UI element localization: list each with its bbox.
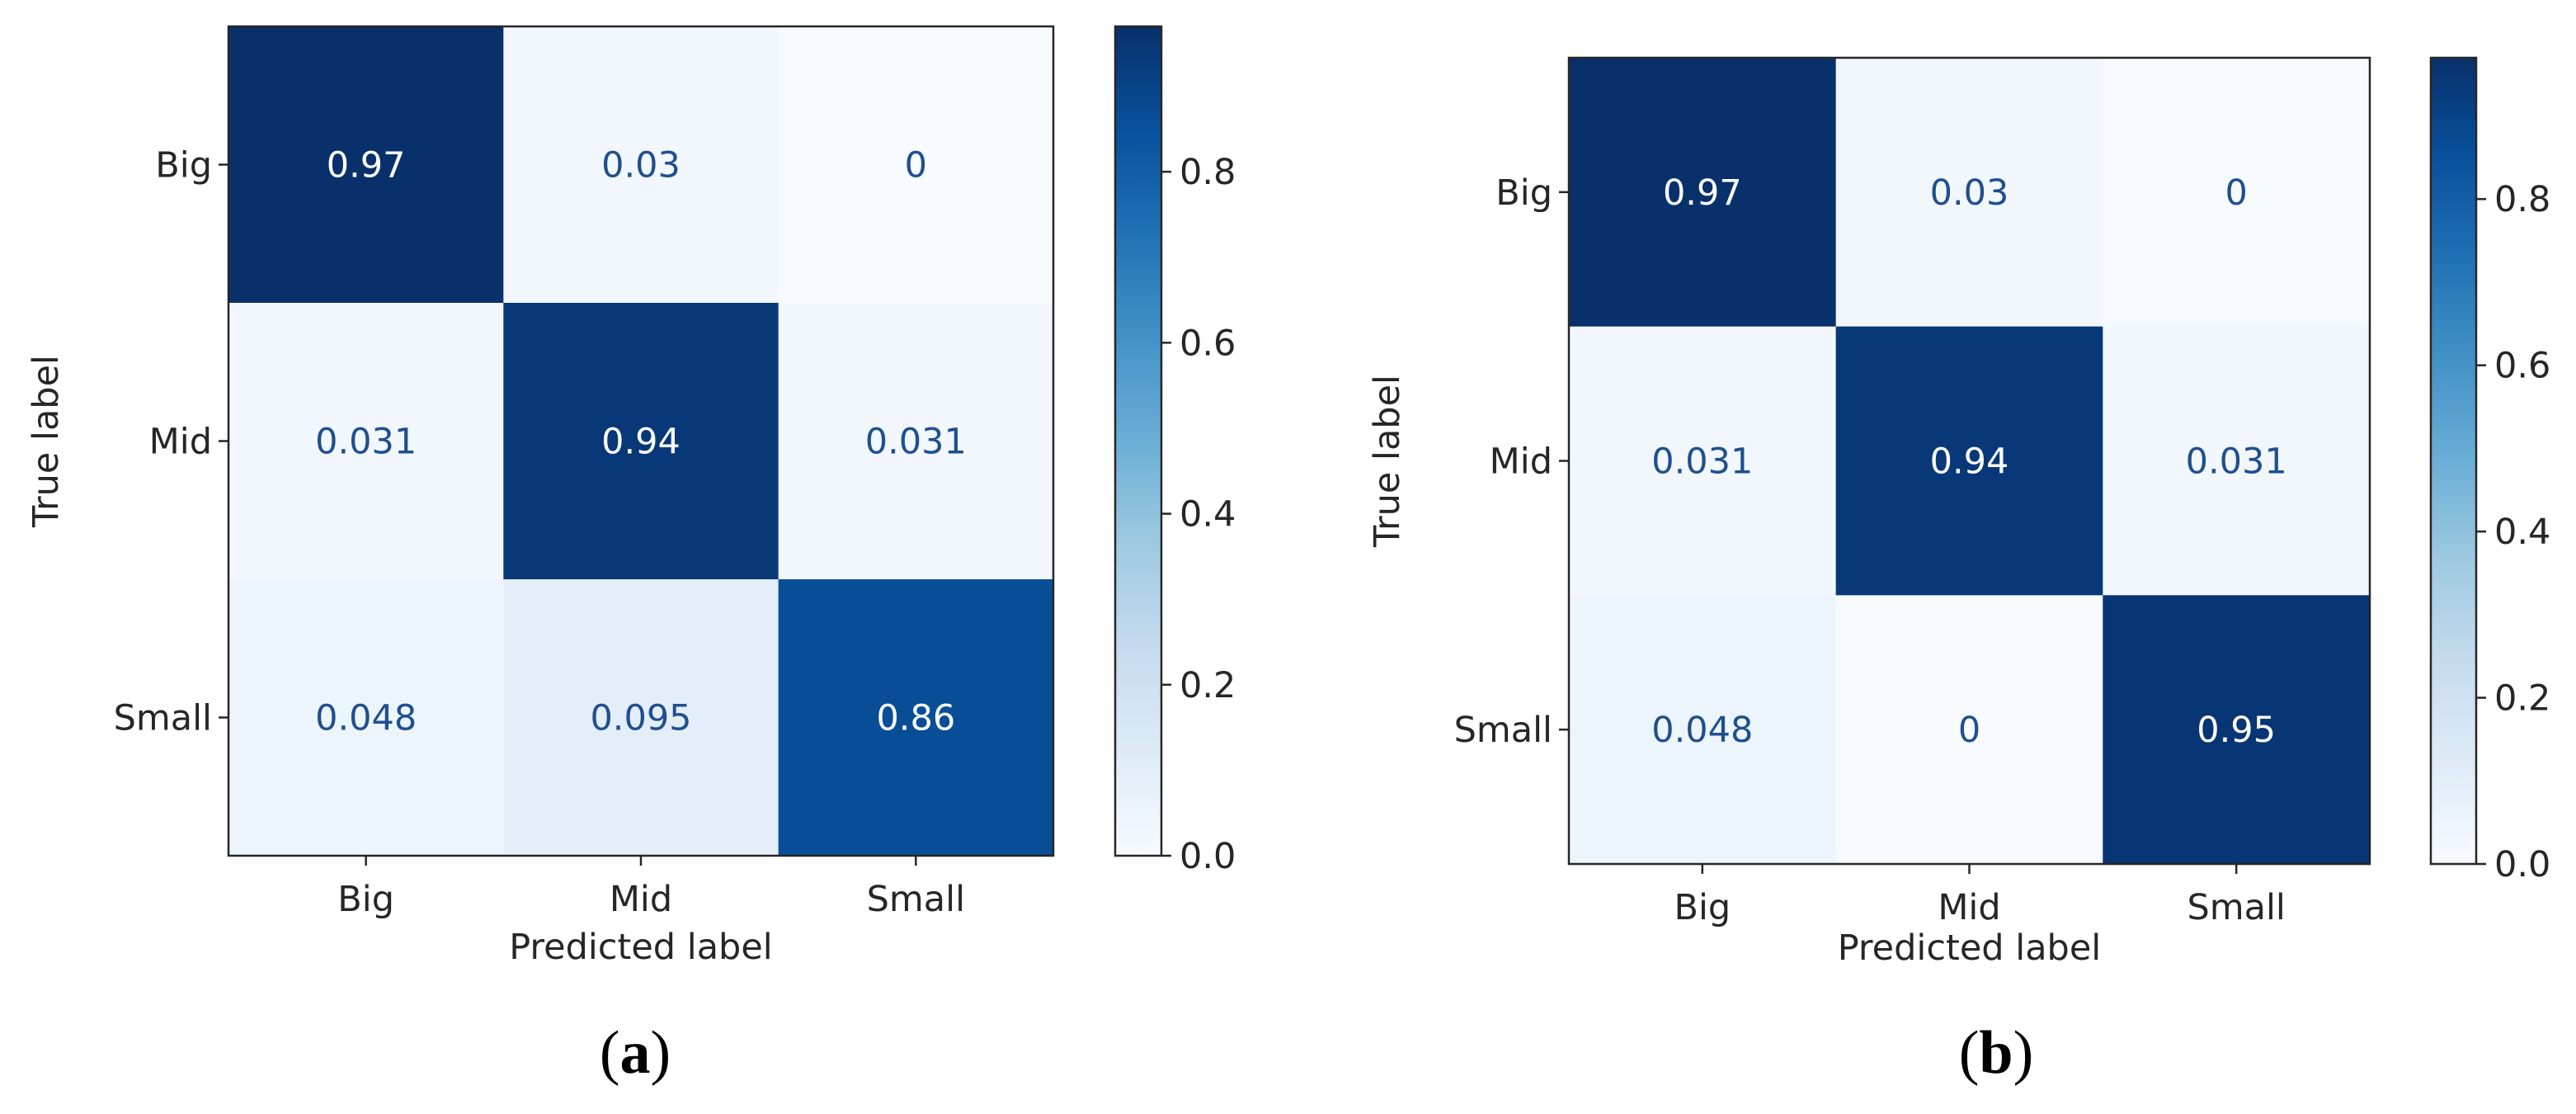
heatmap-cell [778, 579, 1054, 857]
cell-value-label: 0.97 [327, 145, 406, 186]
panel-b-caption-letter: b [1979, 1019, 2013, 1087]
colorbar-tick-label: 0.6 [2494, 346, 2550, 387]
heatmap-cell [2103, 595, 2371, 865]
heatmap-cell [503, 26, 779, 304]
y-axis-title: True label [1367, 375, 1408, 548]
y-tick-label: Big [1495, 172, 1552, 214]
heatmap-cell [228, 579, 504, 857]
y-tick-label: Small [1454, 710, 1552, 751]
colorbar-tick-label: 0.2 [2494, 678, 2550, 720]
y-tick-label: Mid [1490, 441, 1552, 483]
heatmap-cell [228, 303, 504, 580]
x-axis-title: Predicted label [1838, 928, 2102, 969]
cell-value-label: 0.97 [1663, 172, 1742, 214]
y-axis-title: True label [26, 355, 67, 528]
x-tick-label: Small [867, 879, 965, 920]
colorbar-tick-label: 0.0 [2494, 844, 2550, 885]
panel-b-caption-close: ) [2013, 1019, 2034, 1087]
cell-value-label: 0.86 [876, 698, 955, 739]
cell-value-label: 0.94 [601, 422, 680, 463]
heatmap-cell [1569, 595, 1837, 865]
colorbar [1114, 25, 1163, 857]
cell-value-label: 0.031 [315, 422, 417, 463]
x-tick-label: Mid [610, 879, 672, 920]
cell-value-label: 0.03 [1930, 172, 2009, 214]
colorbar [2429, 56, 2478, 866]
heatmap-cell [1835, 58, 2103, 328]
y-tick-label: Mid [149, 422, 212, 463]
panel-a-caption-close: ) [651, 1019, 671, 1087]
cell-value-label: 0.03 [601, 145, 680, 186]
y-tick-label: Big [155, 145, 212, 186]
panel-a-caption-letter: a [620, 1019, 651, 1087]
heatmap-cell [778, 26, 1054, 304]
heatmap-cell [503, 303, 779, 580]
cell-value-label: 0.048 [315, 698, 417, 739]
heatmap-cell [1569, 326, 1837, 596]
cell-value-label: 0.94 [1930, 441, 2009, 483]
heatmap-cell [1835, 595, 2103, 865]
colorbar-tick-label: 0.8 [2494, 179, 2550, 220]
heatmap-cell [1835, 326, 2103, 596]
panel-b-caption-open: ( [1959, 1019, 1980, 1087]
panel-a-caption: (a) [600, 1019, 671, 1087]
colorbar-tick-label: 0.0 [1180, 836, 1236, 877]
x-tick-label: Mid [1938, 887, 2000, 928]
cell-value-label: 0 [2225, 172, 2247, 214]
heatmap-cell [2103, 326, 2371, 596]
y-tick-label: Small [114, 698, 212, 739]
heatmap-cell [228, 26, 504, 304]
cell-value-label: 0.031 [1651, 441, 1753, 483]
colorbar-tick-label: 0.4 [2494, 512, 2550, 553]
cell-value-label: 0.95 [2197, 710, 2276, 751]
panel-b-confusion-matrix: 0.97 0.03 0 0.031 0.94 0.031 0.048 0 0.95 Big Mid S… [1367, 56, 2550, 969]
panel-b-caption: (b) [1959, 1019, 2033, 1087]
cell-value-label: 0 [905, 145, 927, 186]
x-tick-label: Small [2187, 887, 2285, 928]
heatmap-cell [2103, 58, 2371, 328]
x-tick-label: Big [337, 879, 394, 920]
cell-value-label: 0.031 [2186, 441, 2287, 483]
colorbar-tick-label: 0.6 [1180, 323, 1236, 364]
heatmap-cell [503, 579, 779, 857]
cell-value-label: 0.048 [1651, 710, 1753, 751]
colorbar-tick-label: 0.2 [1180, 665, 1236, 706]
x-tick-label: Big [1674, 887, 1731, 928]
cell-value-label: 0.031 [865, 422, 967, 463]
cell-value-label: 0.095 [590, 698, 691, 739]
colorbar-tick-label: 0.8 [1180, 152, 1236, 193]
x-axis-title: Predicted label [509, 927, 773, 968]
heatmap-cell [778, 303, 1054, 580]
panel-a-confusion-matrix: 0.97 0.03 0 0.031 0.94 0.031 0.048 0.095 0.86 Big… [26, 25, 1236, 968]
colorbar-tick-label: 0.4 [1180, 494, 1236, 536]
cell-value-label: 0 [1958, 710, 1980, 751]
heatmap-cell [1569, 58, 1837, 328]
panel-a-caption-open: ( [600, 1019, 620, 1087]
